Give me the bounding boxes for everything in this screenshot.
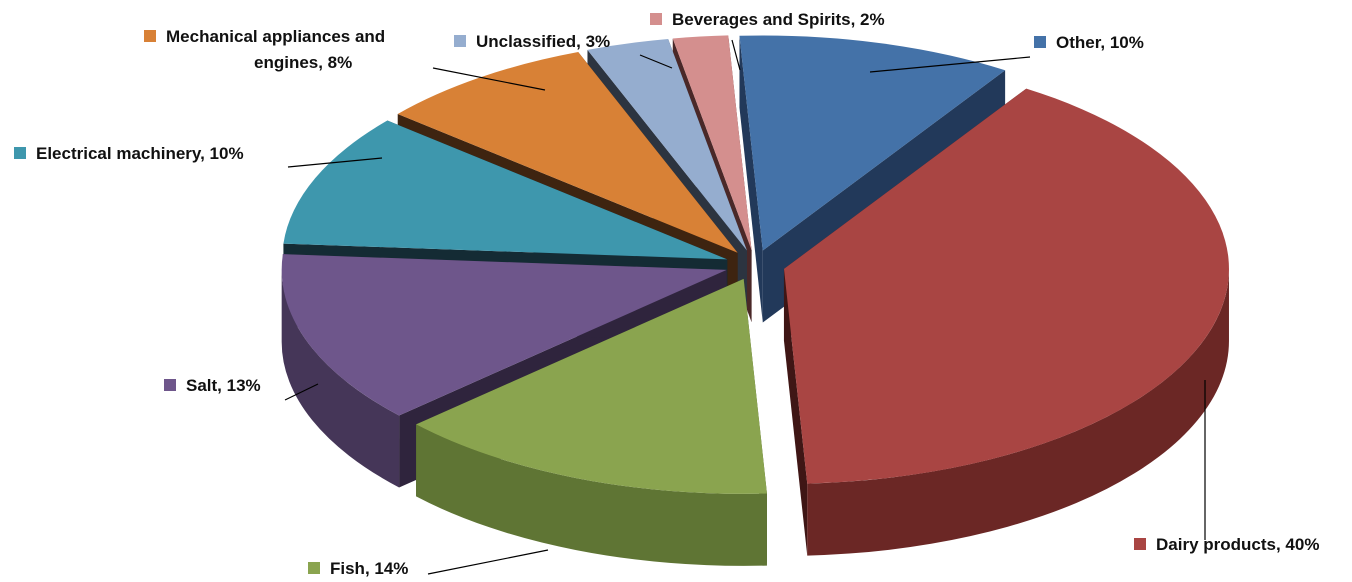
label-text-mechanical-appliances-and-engines-1: Mechanical appliances and — [166, 27, 385, 46]
slice-fish — [416, 278, 767, 566]
leader-line-unclassified — [639, 54, 673, 69]
leader-line-electrical-machinery — [287, 157, 383, 168]
slice-rim-salt — [281, 269, 400, 488]
label-salt: Salt, 13% — [164, 376, 261, 395]
label-text-dairy-products: Dairy products, 40% — [1156, 535, 1319, 554]
slice-top-other — [739, 35, 1006, 251]
label-electrical-machinery: Electrical machinery, 10% — [14, 144, 244, 163]
leader-line-beverages-and-spirits — [731, 39, 741, 71]
label-text-unclassified: Unclassified, 3% — [476, 32, 610, 51]
pie-slices — [281, 35, 1229, 566]
legend-swatch-salt — [164, 379, 176, 391]
legend-swatch-mechanical-appliances-and-engines — [144, 30, 156, 42]
label-text-electrical-machinery: Electrical machinery, 10% — [36, 144, 244, 163]
slice-top-unclassified — [587, 38, 747, 251]
legend-swatch-unclassified — [454, 35, 466, 47]
legend-swatch-beverages-and-spirits — [650, 13, 662, 25]
legend-swatch-dairy-products — [1134, 538, 1146, 550]
slice-rim-dairy-products — [807, 268, 1229, 556]
slice-top-mechanical-appliances-and-engines — [397, 52, 738, 253]
label-fish: Fish, 14% — [308, 559, 408, 578]
legend-swatch-electrical-machinery — [14, 147, 26, 159]
label-text-other: Other, 10% — [1056, 33, 1144, 52]
slice-rim-fish — [416, 424, 767, 566]
slice-dairy-products — [783, 88, 1229, 556]
label-beverages-and-spirits: Beverages and Spirits, 2% — [650, 10, 885, 29]
slice-wall-dairy-products-end — [783, 268, 808, 556]
leader-line-fish — [427, 549, 549, 575]
label-dairy-products: Dairy products, 40% — [1134, 535, 1319, 554]
label-other: Other, 10% — [1034, 33, 1144, 52]
leader-lines — [284, 39, 1206, 575]
label-text-salt: Salt, 13% — [186, 376, 261, 395]
label-text-beverages-and-spirits: Beverages and Spirits, 2% — [672, 10, 885, 29]
slice-wall-other-start — [739, 35, 763, 323]
slice-top-dairy-products — [783, 88, 1229, 484]
label-unclassified: Unclassified, 3% — [454, 32, 610, 51]
legend-swatch-fish — [308, 562, 320, 574]
label-text-mechanical-appliances-and-engines-2: engines, 8% — [254, 53, 352, 72]
leader-line-mechanical-appliances-and-engines — [432, 67, 546, 91]
label-mechanical-appliances-and-engines: Mechanical appliances and engines, 8% — [144, 27, 385, 72]
label-text-fish: Fish, 14% — [330, 559, 408, 578]
leader-line-other — [869, 56, 1031, 73]
legend-swatch-other — [1034, 36, 1046, 48]
slice-top-salt — [281, 254, 727, 416]
slice-labels: Other, 10% Dairy products, 40% Fish, 14% Sa… — [14, 10, 1319, 578]
slice-top-fish — [416, 278, 767, 494]
slice-top-beverages-and-spirits — [672, 35, 752, 251]
slice-top-electrical-machinery — [283, 120, 728, 260]
leader-line-salt — [284, 383, 319, 401]
